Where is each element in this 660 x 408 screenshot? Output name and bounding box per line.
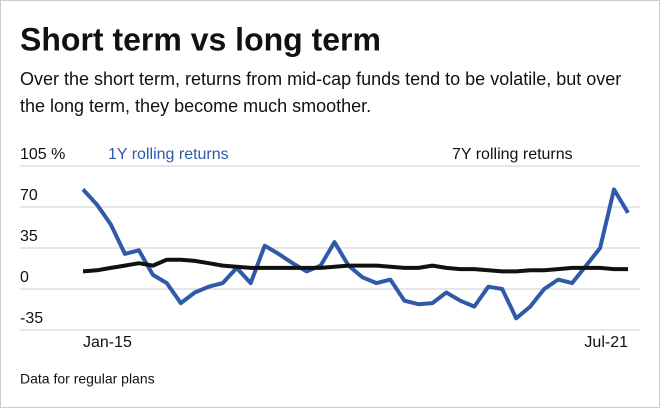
- y-tick-label: 105 %: [20, 146, 65, 163]
- series-line: [81, 187, 630, 321]
- y-tick-label: 35: [20, 228, 38, 245]
- y-tick-label: 0: [20, 269, 29, 286]
- subtitle-box: Over the short term, returns from mid-ca…: [20, 69, 622, 116]
- x-tick-label: Jan-15: [83, 334, 132, 351]
- y-tick-label: -35: [20, 310, 43, 327]
- y-tick-label: 70: [20, 187, 38, 204]
- legend-label: 1Y rolling returns: [108, 146, 229, 163]
- chart-title: Short term vs long term: [20, 21, 381, 57]
- series-line: [82, 257, 628, 274]
- x-tick-label: Jul-21: [584, 334, 628, 351]
- legend-label: 7Y rolling returns: [452, 146, 573, 163]
- chart-subtitle: Over the short term, returns from mid-ca…: [20, 69, 622, 116]
- footnote: Data for regular plans: [20, 371, 155, 387]
